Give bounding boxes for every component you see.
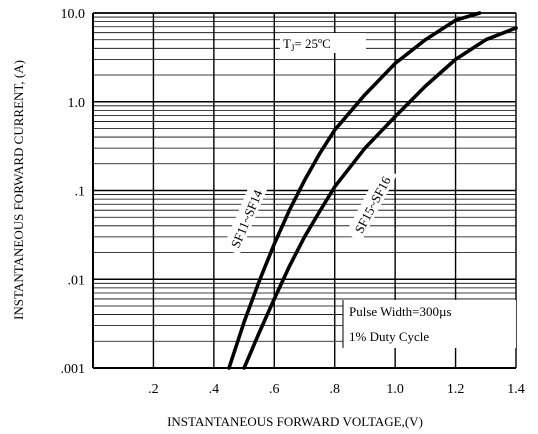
x-tick-label: .2 <box>148 382 159 397</box>
x-tick-label: .6 <box>269 382 280 397</box>
x-tick-label: 1.2 <box>447 382 465 397</box>
x-tick-label: .4 <box>209 382 220 397</box>
series-2-label-bg <box>345 166 398 242</box>
pulse-width-label: Pulse Width=300µs <box>349 304 452 319</box>
y-tick-label: 1.0 <box>68 96 86 111</box>
series-line-2 <box>242 26 518 370</box>
x-axis-title: INSTANTANEOUS FORWARD VOLTAGE,(V) <box>167 414 423 429</box>
y-axis-title: INSTANTANEOUS FORWARD CURRENT, (A) <box>11 60 26 320</box>
temperature-label-bg <box>280 33 366 53</box>
axes: .2 .4 .6 .8 1.0 1.2 1.4 10.0 1.0 .1 .01 .001 <box>61 7 525 397</box>
series-line-1 <box>227 11 482 370</box>
y-tick-label: 10.0 <box>61 7 86 22</box>
y-tick-label: .001 <box>61 362 86 377</box>
x-tick-label: 1.0 <box>386 382 404 397</box>
pulse-box-bg <box>343 300 516 348</box>
y-tick-label: .01 <box>68 273 86 288</box>
series-1-label-bg <box>222 181 268 255</box>
annotation-layer: TJ= 25ºC Pulse Width=300µs 1% Duty Cycle <box>280 33 516 348</box>
grid <box>93 12 517 369</box>
x-tick-label: 1.4 <box>507 382 525 397</box>
x-tick-label: .8 <box>329 382 340 397</box>
y-tick-label: .1 <box>75 185 86 200</box>
duty-cycle-label: 1% Duty Cycle <box>349 329 429 344</box>
temperature-label: TJ= 25ºC <box>283 36 331 53</box>
series-layer <box>227 11 518 370</box>
